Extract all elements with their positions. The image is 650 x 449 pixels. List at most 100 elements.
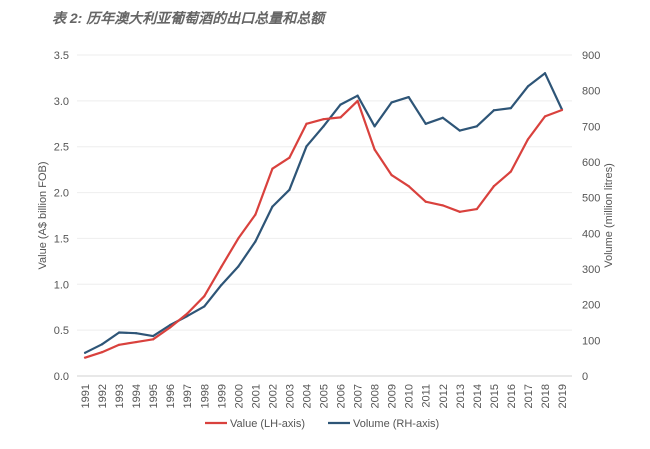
data-point (186, 312, 189, 315)
x-tick-label: 1995 (148, 384, 160, 408)
data-point (83, 351, 87, 354)
data-point (458, 210, 461, 213)
x-tick-label: 2014 (472, 384, 484, 408)
data-point (390, 101, 393, 104)
data-point (475, 125, 478, 128)
data-point (543, 115, 547, 118)
data-point (152, 334, 155, 338)
data-point (237, 265, 240, 268)
data-point (288, 188, 291, 191)
data-point (492, 109, 495, 112)
x-tick-label: 2003 (284, 384, 296, 408)
y-right-tick-label: 0 (582, 371, 588, 383)
data-point (424, 122, 427, 125)
data-point (407, 95, 410, 99)
y-tick-label: 2.5 (54, 142, 69, 154)
y-tick-label: 1.0 (54, 279, 69, 291)
y-right-tick-label: 400 (582, 228, 600, 240)
y-tick-label: 3.0 (54, 96, 69, 108)
x-tick-label: 2005 (319, 384, 331, 408)
data-point (475, 207, 478, 211)
x-tick-label: 2012 (438, 384, 450, 408)
data-point (117, 331, 121, 334)
data-point (492, 185, 495, 188)
data-point (271, 167, 274, 170)
y-right-tick-label: 300 (582, 264, 600, 276)
x-tick-label: 2008 (370, 384, 382, 408)
y-tick-label: 3.5 (54, 50, 69, 62)
y-tick-label: 1.5 (54, 233, 69, 245)
data-point (407, 185, 410, 188)
y-right-tick-label: 600 (582, 157, 600, 169)
series-line-volume (84, 72, 563, 354)
x-tick-label: 1997 (182, 384, 194, 408)
data-point (560, 108, 564, 112)
y-axis-label: Value (A$ billion FOB) (37, 161, 49, 269)
data-point (509, 107, 512, 110)
data-point (509, 170, 512, 173)
data-point (526, 85, 530, 88)
data-point (322, 125, 325, 128)
y-tick-label: 0.5 (54, 325, 69, 337)
data-point (458, 129, 461, 132)
x-tick-label: 2013 (455, 384, 467, 408)
legend-label: Volume (RH-axis) (353, 418, 439, 430)
data-point (220, 283, 223, 287)
y-right-tick-label: 700 (582, 121, 600, 133)
y-right-tick-label: 100 (582, 335, 600, 347)
data-point (220, 265, 223, 268)
x-tick-label: 1992 (97, 384, 109, 408)
data-point (424, 200, 427, 203)
x-tick-label: 2011 (421, 384, 433, 408)
data-point (203, 295, 206, 298)
data-point (356, 99, 359, 102)
y-right-tick-label: 200 (582, 300, 600, 312)
data-point (271, 205, 274, 208)
data-point (356, 94, 359, 97)
data-point (254, 213, 257, 216)
data-point (305, 145, 308, 148)
x-tick-label: 2002 (267, 384, 279, 408)
data-point (254, 240, 257, 243)
x-tick-label: 1993 (114, 384, 126, 408)
data-point (117, 343, 121, 346)
data-point (339, 116, 342, 119)
data-point (339, 103, 342, 106)
data-point (322, 118, 325, 121)
y-right-tick-label: 900 (582, 50, 600, 62)
x-tick-label: 2015 (489, 384, 501, 408)
x-tick-label: 1996 (165, 384, 177, 408)
data-point (100, 351, 104, 354)
data-point (441, 204, 444, 207)
data-point (135, 340, 138, 344)
y-tick-label: 2.0 (54, 188, 69, 200)
data-point (100, 343, 104, 346)
legend-label: Value (LH-axis) (230, 418, 305, 430)
x-tick-label: 2009 (387, 384, 399, 408)
data-point (186, 314, 189, 318)
y-right-axis-label: Volume (million litres) (603, 163, 615, 268)
x-tick-label: 1991 (80, 384, 92, 408)
series-line-value (84, 99, 563, 359)
y-right-tick-label: 500 (582, 193, 600, 205)
data-point (237, 237, 240, 240)
data-point (305, 122, 308, 125)
data-point (83, 356, 87, 359)
x-tick-label: 2001 (250, 384, 262, 408)
data-point (203, 305, 206, 308)
data-point (135, 332, 138, 335)
data-point (169, 326, 172, 329)
data-point (543, 72, 547, 75)
x-tick-label: 2000 (233, 384, 245, 408)
data-point (373, 148, 376, 151)
y-tick-label: 0.0 (54, 371, 69, 383)
data-point (390, 174, 393, 177)
data-point (152, 338, 155, 341)
x-tick-label: 2016 (506, 384, 518, 408)
x-tick-label: 1994 (131, 384, 143, 408)
x-tick-label: 2019 (557, 384, 569, 408)
x-tick-label: 1998 (199, 384, 211, 408)
x-tick-label: 2018 (540, 384, 552, 408)
data-point (441, 116, 444, 119)
